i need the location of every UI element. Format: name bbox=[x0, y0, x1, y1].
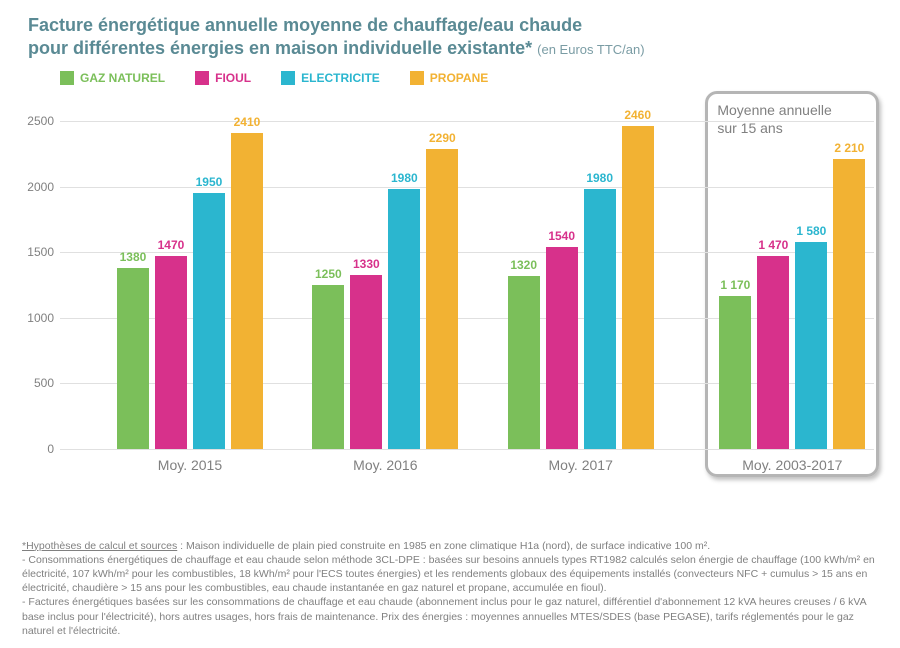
bar: 1950 bbox=[193, 193, 225, 449]
bar-group: 1 1701 4701 5802 210 bbox=[719, 159, 865, 449]
bar: 2410 bbox=[231, 133, 263, 449]
bar-value-label: 1 580 bbox=[796, 224, 826, 238]
bar-value-label: 2460 bbox=[624, 108, 651, 122]
legend-swatch bbox=[410, 71, 424, 85]
bar-value-label: 2 210 bbox=[834, 141, 864, 155]
footnote: *Hypothèses de calcul et sources : Maiso… bbox=[22, 539, 878, 638]
footnote-body3: - Factures énergétiques basées sur les c… bbox=[22, 596, 866, 636]
bar-value-label: 1470 bbox=[158, 238, 185, 252]
bar: 1 580 bbox=[795, 242, 827, 449]
x-axis-label: Moy. 2017 bbox=[501, 457, 661, 473]
chart-title: Facture énergétique annuelle moyenne de … bbox=[0, 0, 900, 59]
x-axis-label: Moy. 2003-2017 bbox=[712, 457, 872, 473]
highlight-title-line2: sur 15 ans bbox=[717, 120, 782, 136]
legend-item: ELECTRICITE bbox=[281, 71, 380, 85]
legend-label: FIOUL bbox=[215, 71, 251, 85]
bar-value-label: 1980 bbox=[391, 171, 418, 185]
legend-swatch bbox=[195, 71, 209, 85]
bar: 1330 bbox=[350, 275, 382, 449]
title-line-2-text: pour différentes énergies en maison indi… bbox=[28, 38, 532, 58]
highlight-title: Moyenne annuelle sur 15 ans bbox=[717, 101, 831, 137]
bar: 1 170 bbox=[719, 296, 751, 449]
legend: GAZ NATUREL FIOUL ELECTRICITE PROPANE bbox=[0, 59, 900, 91]
y-tick-label: 1000 bbox=[18, 311, 54, 325]
gridline bbox=[60, 449, 874, 450]
footnote-body2: - Consommations énergétiques de chauffag… bbox=[22, 554, 875, 594]
bar: 1320 bbox=[508, 276, 540, 449]
legend-swatch bbox=[281, 71, 295, 85]
chart-area: Moyenne annuelle sur 15 ans 0 500 1000 1500… bbox=[18, 95, 882, 475]
bar: 2460 bbox=[622, 126, 654, 449]
bar-value-label: 1 170 bbox=[720, 278, 750, 292]
y-tick-label: 500 bbox=[18, 376, 54, 390]
bar: 2290 bbox=[426, 149, 458, 449]
y-tick-label: 2000 bbox=[18, 180, 54, 194]
bar-value-label: 1980 bbox=[586, 171, 613, 185]
bar-value-label: 1950 bbox=[196, 175, 223, 189]
bar: 2 210 bbox=[833, 159, 865, 449]
bar: 1470 bbox=[155, 256, 187, 449]
bar-group: 1250133019802290 bbox=[312, 149, 458, 449]
bar-value-label: 1320 bbox=[510, 258, 537, 272]
bar: 1250 bbox=[312, 285, 344, 449]
plot-area: Moyenne annuelle sur 15 ans 050010001500… bbox=[60, 95, 874, 449]
y-tick-label: 0 bbox=[18, 442, 54, 456]
footnote-body1: : Maison individuelle de plain pied cons… bbox=[177, 540, 710, 552]
legend-label: ELECTRICITE bbox=[301, 71, 380, 85]
bar-value-label: 1540 bbox=[548, 229, 575, 243]
legend-item: PROPANE bbox=[410, 71, 488, 85]
x-axis-label: Moy. 2015 bbox=[110, 457, 270, 473]
highlight-title-line1: Moyenne annuelle bbox=[717, 102, 831, 118]
bar-value-label: 2290 bbox=[429, 131, 456, 145]
bar: 1380 bbox=[117, 268, 149, 449]
bar: 1 470 bbox=[757, 256, 789, 449]
bar: 1980 bbox=[584, 189, 616, 449]
bar-value-label: 1 470 bbox=[758, 238, 788, 252]
x-axis-label: Moy. 2016 bbox=[305, 457, 465, 473]
bar-group: 1320154019802460 bbox=[508, 126, 654, 449]
title-subtext: (en Euros TTC/an) bbox=[537, 42, 644, 57]
bar: 1540 bbox=[546, 247, 578, 449]
y-tick-label: 1500 bbox=[18, 245, 54, 259]
legend-label: GAZ NATUREL bbox=[80, 71, 165, 85]
legend-swatch bbox=[60, 71, 74, 85]
bar-group: 1380147019502410 bbox=[117, 133, 263, 449]
gridline bbox=[60, 121, 874, 122]
legend-item: FIOUL bbox=[195, 71, 251, 85]
title-line-2: pour différentes énergies en maison indi… bbox=[28, 37, 900, 60]
bar-value-label: 1330 bbox=[353, 257, 380, 271]
footnote-lead: *Hypothèses de calcul et sources bbox=[22, 540, 177, 552]
y-tick-label: 2500 bbox=[18, 114, 54, 128]
bar: 1980 bbox=[388, 189, 420, 449]
legend-item: GAZ NATUREL bbox=[60, 71, 165, 85]
legend-label: PROPANE bbox=[430, 71, 488, 85]
bar-value-label: 1250 bbox=[315, 267, 342, 281]
bar-value-label: 2410 bbox=[234, 115, 261, 129]
bar-value-label: 1380 bbox=[120, 250, 147, 264]
title-line-1: Facture énergétique annuelle moyenne de … bbox=[28, 14, 900, 37]
